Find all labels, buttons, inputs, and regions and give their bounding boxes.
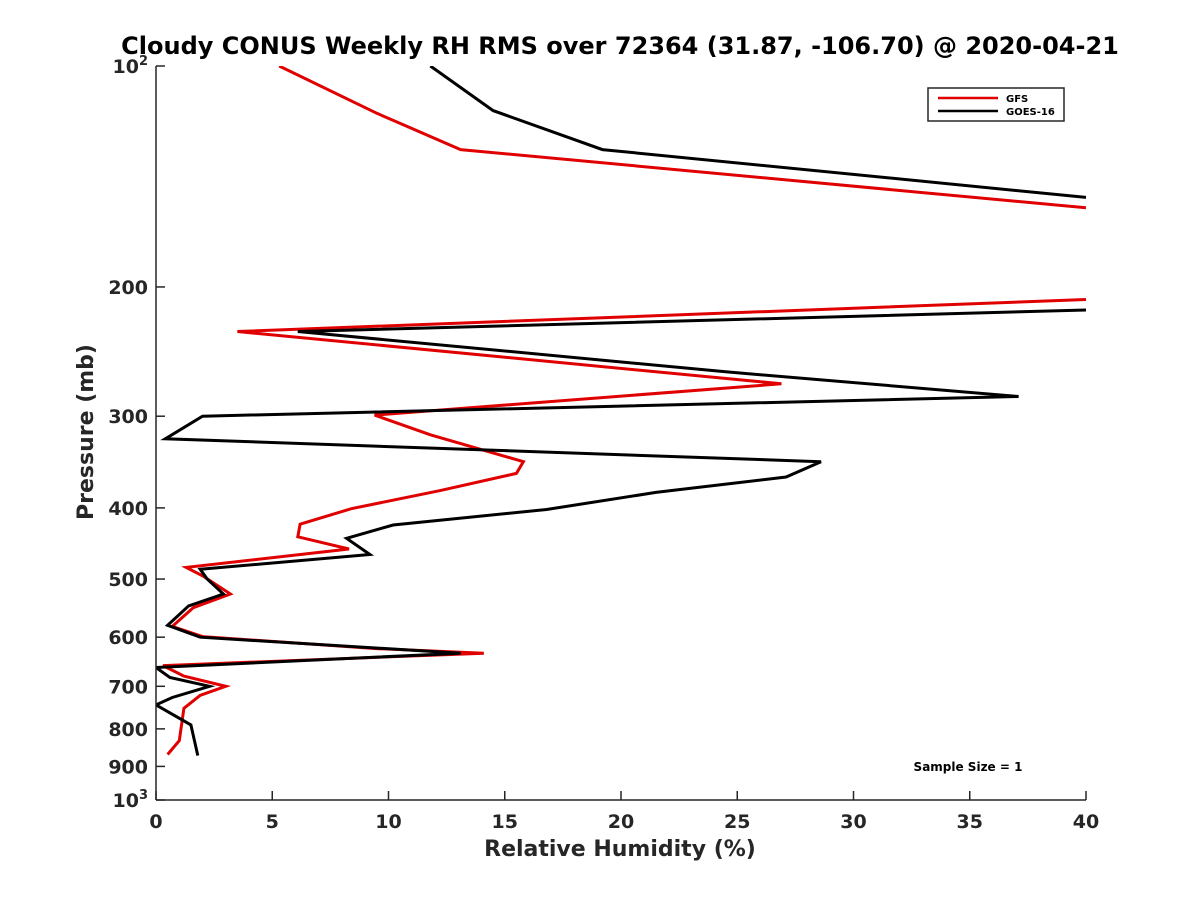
y-tick-label: 300 — [108, 406, 148, 428]
x-tick-label: 25 — [724, 811, 750, 833]
y-tick-label: 103 — [113, 788, 149, 812]
series-line-gfs — [162, 66, 1086, 756]
x-axis-label: Relative Humidity (%) — [484, 837, 756, 862]
series-layer — [156, 66, 1086, 756]
legend-label-goes-16: GOES-16 — [1006, 107, 1055, 118]
legend: GFS GOES-16 — [927, 87, 1065, 122]
y-tick-label: 102 — [113, 54, 149, 78]
y-tick-label: 900 — [108, 756, 148, 778]
y-tick-label: 400 — [108, 498, 148, 520]
x-tick-label: 20 — [608, 811, 634, 833]
y-tick-label: 600 — [108, 627, 148, 649]
legend-label-gfs: GFS — [1006, 94, 1028, 105]
sample-size-annotation: Sample Size = 1 — [914, 760, 1023, 774]
x-tick-label: 15 — [492, 811, 518, 833]
y-tick-label: 700 — [108, 676, 148, 698]
x-tick-label: 10 — [375, 811, 401, 833]
series-line-goes-16 — [156, 66, 1086, 756]
legend-box — [927, 87, 1065, 122]
y-axis-label: Pressure (mb) — [74, 344, 99, 520]
y-tick-label: 800 — [108, 719, 148, 741]
chart-title: Cloudy CONUS Weekly RH RMS over 72364 (3… — [121, 32, 1119, 60]
x-tick-label: 0 — [149, 811, 162, 833]
x-tick-label: 30 — [840, 811, 866, 833]
x-tick-label: 40 — [1073, 811, 1099, 833]
plot-area: 0 5 10 15 20 25 30 35 40 102 200 300 400 500 600 700 800… — [108, 54, 1099, 833]
y-tick-label: 500 — [108, 569, 148, 591]
y-tick-label: 200 — [108, 277, 148, 299]
x-tick-label: 35 — [957, 811, 983, 833]
x-tick-label: 5 — [266, 811, 279, 833]
axes-layer: 0 5 10 15 20 25 30 35 40 102 200 300 400 500 600 700 800… — [108, 54, 1099, 833]
